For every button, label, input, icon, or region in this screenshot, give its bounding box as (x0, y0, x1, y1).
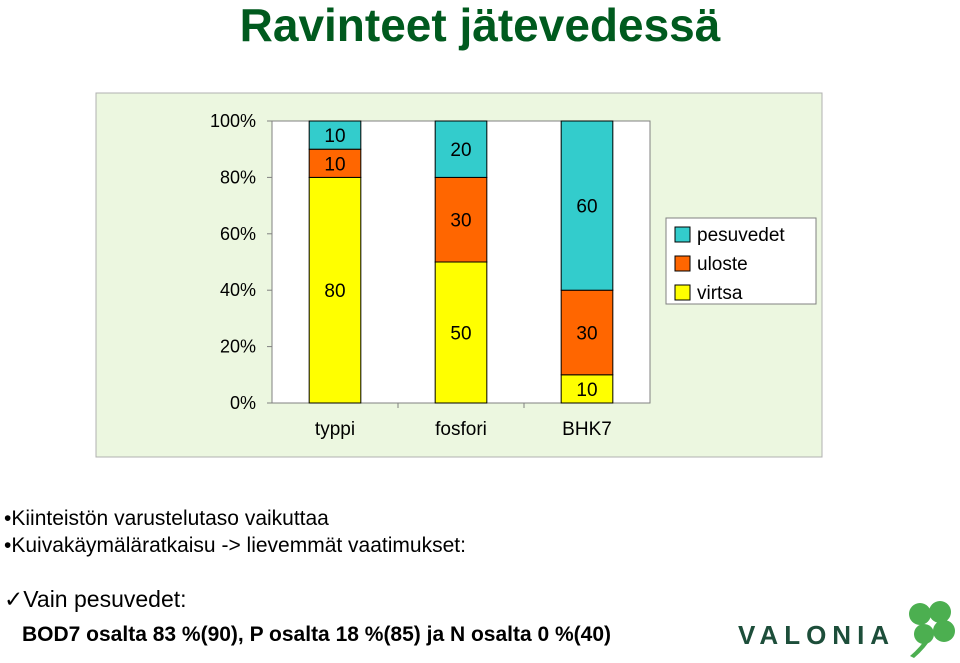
data-label: 20 (450, 140, 471, 161)
x-tick-label: BHK7 (562, 419, 612, 440)
bullet-item: •Kiinteistön varustelutaso vaikuttaa (4, 507, 329, 530)
check-item: ✓Vain pesuvedet: (4, 586, 187, 612)
x-tick-label: fosfori (435, 419, 487, 440)
bar-segment-uloste (308, 148, 362, 178)
y-tick-label: 60% (220, 224, 256, 244)
x-tick-label: typpi (315, 419, 355, 440)
bullet-item: •Kuivakäymäläratkaisu -> lievemmät vaati… (4, 534, 466, 557)
y-tick-label: 100% (210, 111, 256, 131)
legend-swatch (674, 255, 691, 272)
bar-segment-virtsa (308, 176, 362, 404)
data-label: 50 (450, 324, 471, 345)
bar-segment-pesuvedet (308, 120, 362, 150)
data-label: 30 (450, 211, 471, 232)
bar-segment-virtsa (560, 374, 614, 404)
data-label: 80 (324, 281, 345, 302)
legend-label: virtsa (697, 283, 743, 304)
y-tick-label: 40% (220, 280, 256, 300)
bar-segment-pesuvedet (434, 120, 488, 178)
legend-swatch (674, 284, 691, 301)
bar-segment-virtsa (434, 261, 488, 404)
bar-segment-uloste (434, 176, 488, 263)
legend-box (665, 217, 817, 305)
stacked-bar-chart: 0% 20% 40% 60% 80% 100% typpi fosfori BHK7 80 10 1… (95, 92, 823, 458)
data-label: 10 (576, 380, 597, 401)
legend: pesuvedet uloste virtsa (665, 217, 817, 305)
data-label: 10 (324, 126, 345, 147)
y-tick-label: 0% (230, 393, 256, 413)
bar-segment-uloste (560, 289, 614, 376)
summary-text: BOD7 osalta 83 %(90), P osalta 18 %(85) … (22, 623, 612, 646)
data-label: 30 (576, 324, 597, 345)
y-tick-label: 80% (220, 167, 256, 187)
data-label: 10 (324, 154, 345, 175)
legend-label: uloste (697, 254, 748, 275)
slide-title: Ravinteet jätevedessä (239, 0, 721, 51)
bullet-list: •Kiinteistön varustelutaso vaikuttaa •Ku… (4, 505, 466, 559)
y-tick-label: 20% (220, 337, 256, 357)
data-label: 60 (576, 197, 597, 218)
valonia-logo: VALONIA (738, 620, 896, 650)
bars: 80 10 10 50 30 20 10 30 60 (308, 120, 614, 404)
bar-segment-pesuvedet (560, 120, 614, 291)
leaf-icon (909, 601, 955, 658)
legend-label: pesuvedet (697, 225, 785, 246)
legend-swatch (674, 226, 691, 243)
